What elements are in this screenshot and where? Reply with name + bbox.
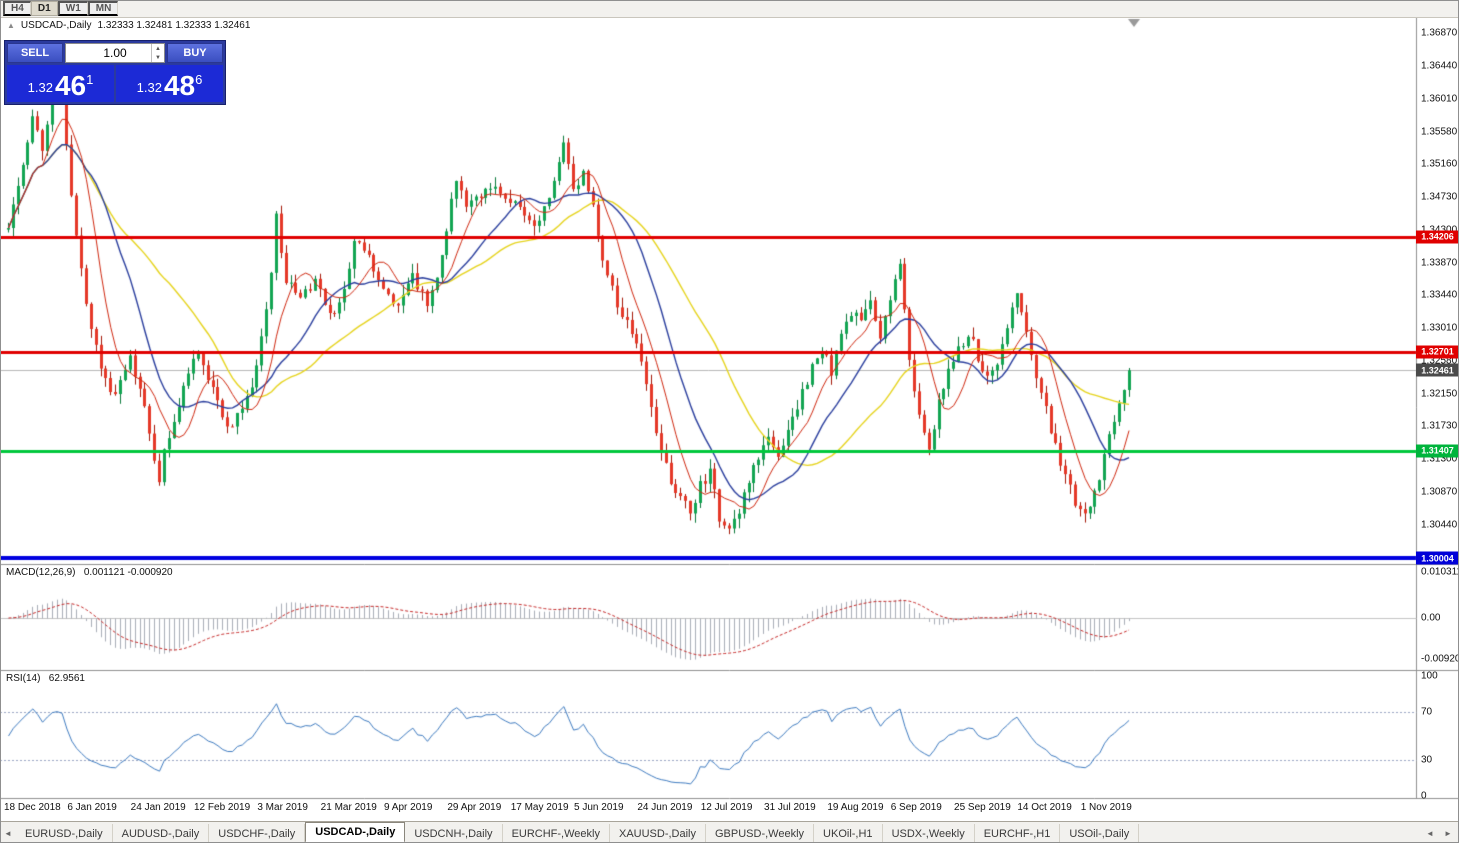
tabs-container: EURUSD-,Daily AUDUSD-,Daily USDCHF-,Daily U…	[16, 822, 1140, 843]
timeframe-d1-button[interactable]: D1	[30, 1, 58, 16]
chart-tab[interactable]: XAUUSD-,Daily	[610, 824, 706, 843]
buy-price-prefix: 1.32	[136, 80, 162, 95]
chart-tab[interactable]: USDCNH-,Daily	[405, 824, 503, 843]
timeframe-w1-button[interactable]: W1	[57, 1, 88, 16]
buy-button[interactable]: BUY	[167, 43, 223, 63]
price-tag[interactable]: 1.32701	[1416, 345, 1459, 359]
chart-tab[interactable]: EURCHF-,H1	[975, 824, 1061, 843]
volume-input[interactable]: 1.00 ▲ ▼	[65, 43, 165, 63]
chart-tab[interactable]: USDCAD-,Daily	[305, 822, 406, 843]
volume-up-icon[interactable]: ▲	[155, 45, 161, 52]
chart-tab[interactable]: EURUSD-,Daily	[16, 824, 113, 843]
chart-title: ▲ USDCAD-,Daily 1.32333 1.32481 1.32333 …	[7, 20, 250, 31]
price-tag[interactable]: 1.31407	[1416, 444, 1459, 458]
buy-price-pip: 6	[195, 72, 203, 87]
chart-symbol-label: USDCAD-,Daily	[20, 20, 92, 31]
chart-ohlc-values: 1.32333 1.32481 1.32333 1.32461	[97, 20, 251, 31]
tab-scroll-back-icon[interactable]: ◄	[1426, 829, 1434, 838]
chart-tab[interactable]: USOil-,Daily	[1060, 824, 1140, 843]
price-tag[interactable]: 1.30004	[1416, 551, 1459, 565]
timeframe-toolbar: H4 D1 W1 MN	[0, 0, 1459, 18]
macd-indicator-header: MACD(12,26,9) 0.001121 -0.000920	[6, 567, 173, 578]
macd-label: MACD(12,26,9)	[6, 567, 76, 578]
tab-scroll-forward-icon[interactable]: ►	[1444, 829, 1452, 838]
price-tag[interactable]: 1.34206	[1416, 230, 1459, 244]
rsi-label: RSI(14)	[6, 673, 41, 684]
timeframe-mn-button[interactable]: MN	[87, 1, 119, 16]
chart-tab[interactable]: USDX-,Weekly	[883, 824, 975, 843]
sell-price-pip: 1	[86, 72, 94, 87]
sell-price[interactable]: 1.32 46 1	[7, 65, 114, 102]
chart-tab[interactable]: AUDUSD-,Daily	[113, 824, 210, 843]
chart-tab-bar: ◄ EURUSD-,Daily AUDUSD-,Daily USDCHF-,Dail…	[0, 821, 1459, 843]
rsi-value: 62.9561	[48, 673, 85, 684]
volume-down-icon[interactable]: ▼	[155, 54, 161, 61]
macd-values: 0.001121 -0.000920	[83, 567, 173, 578]
volume-spinner[interactable]: ▲ ▼	[151, 44, 164, 62]
sell-price-big: 46	[54, 70, 87, 101]
one-click-toggle-icon[interactable]: ▲	[7, 20, 15, 30]
timeframe-h4-button[interactable]: H4	[3, 1, 31, 16]
sell-button[interactable]: SELL	[7, 43, 63, 63]
chart-tab[interactable]: UKOil-,H1	[814, 824, 883, 843]
one-click-trading-panel: SELL 1.00 ▲ ▼ BUY 1.32 46 1 1.32 48 6	[4, 40, 226, 105]
rsi-indicator-header: RSI(14) 62.9561	[6, 673, 85, 684]
chart-tab[interactable]: GBPUSD-,Weekly	[706, 824, 815, 843]
volume-value: 1.00	[103, 46, 127, 60]
buy-price-big: 48	[163, 70, 196, 101]
price-tag: 1.32461	[1416, 363, 1459, 377]
chart-tab[interactable]: USDCHF-,Daily	[209, 824, 306, 843]
buy-price[interactable]: 1.32 48 6	[116, 65, 223, 102]
chart-tab[interactable]: EURCHF-,Weekly	[503, 824, 610, 843]
tab-scroll-left-icon[interactable]: ◄	[4, 829, 12, 838]
sell-price-prefix: 1.32	[27, 80, 53, 95]
